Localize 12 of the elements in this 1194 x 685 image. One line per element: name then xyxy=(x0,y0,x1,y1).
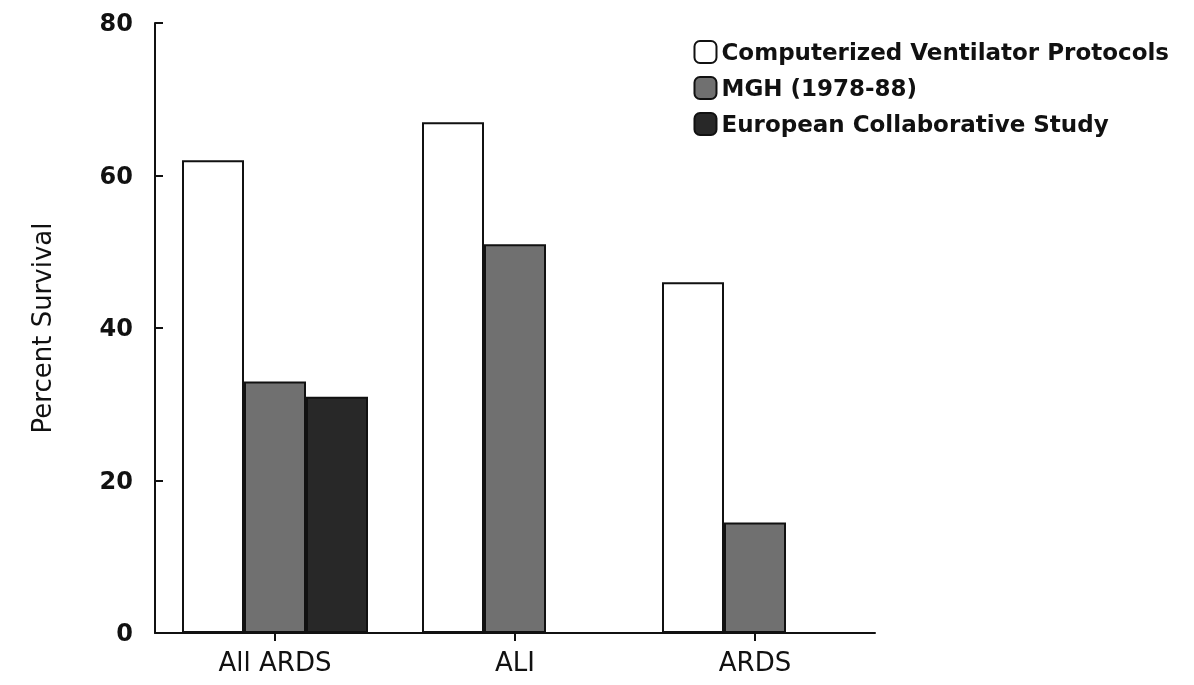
legend-label: MGH (1978-88) xyxy=(721,75,918,101)
x-tick-label: ALI xyxy=(495,647,535,677)
y-tick-label: 40 xyxy=(99,314,133,342)
y-tick-label: 80 xyxy=(99,9,133,37)
x-tick-label: All ARDS xyxy=(218,647,332,677)
legend-label: European Collaborative Study xyxy=(721,111,1109,137)
x-tick-label: ARDS xyxy=(718,647,792,677)
y-axis-title: Percent Survival xyxy=(27,222,57,434)
y-tick-label: 20 xyxy=(99,466,133,495)
y-tick-label: 60 xyxy=(99,161,133,190)
legend-label: Computerized Ventilator Protocols xyxy=(721,39,1169,65)
y-tick-label: 0 xyxy=(116,619,133,647)
